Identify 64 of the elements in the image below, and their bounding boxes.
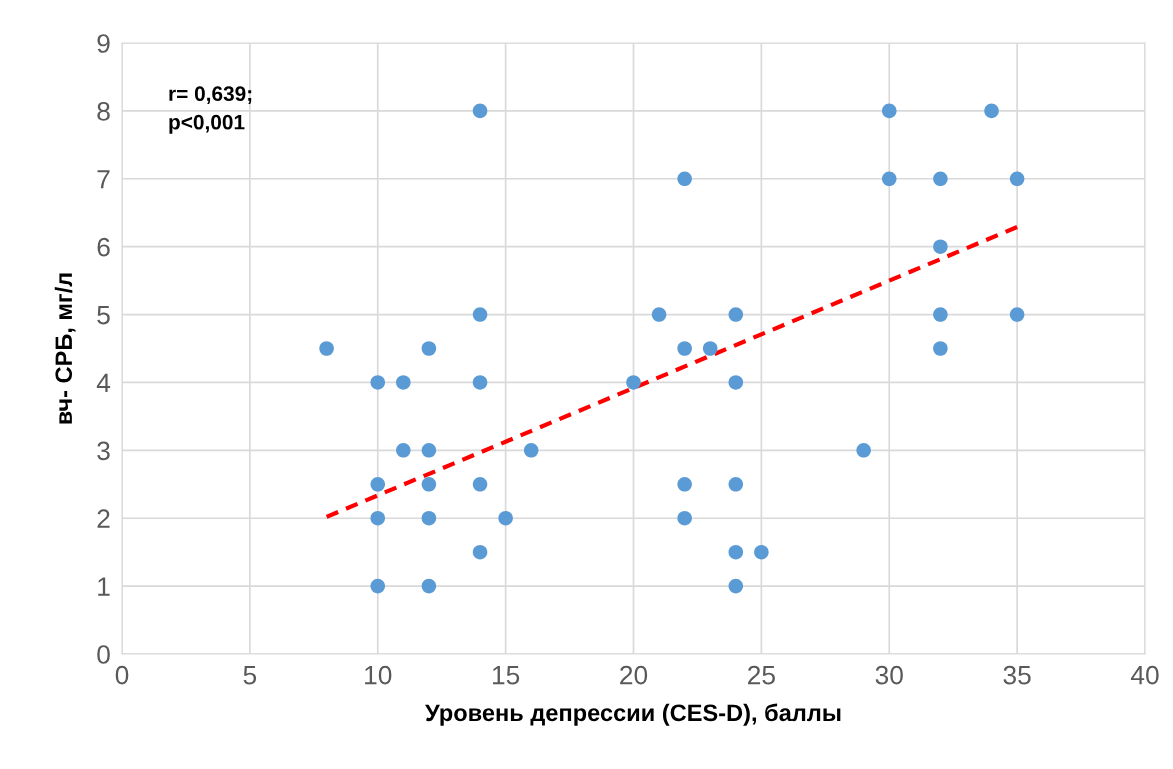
point	[933, 239, 948, 254]
point	[677, 341, 692, 356]
point	[319, 341, 334, 356]
point	[626, 375, 641, 390]
point	[677, 510, 692, 526]
point	[728, 544, 744, 560]
x-tick-label: 30	[875, 665, 903, 685]
x-tick-label: 25	[748, 665, 775, 685]
point	[702, 341, 718, 356]
y-tick-label: 0	[97, 645, 110, 664]
point	[728, 307, 744, 322]
point	[421, 578, 437, 594]
point	[856, 443, 871, 458]
point	[370, 476, 386, 492]
point	[728, 375, 744, 390]
point	[421, 443, 437, 458]
point	[881, 103, 897, 119]
point	[933, 307, 948, 322]
point	[677, 476, 692, 492]
point	[370, 510, 386, 526]
y-tick-label: 8	[97, 102, 110, 121]
point	[472, 103, 488, 119]
point	[472, 544, 488, 560]
point	[472, 307, 488, 322]
y-tick-label: 9	[97, 34, 110, 53]
point	[933, 341, 948, 356]
x-tick-label: 5	[243, 666, 257, 685]
y-tick-label: 5	[97, 305, 110, 325]
point	[498, 510, 513, 526]
point	[396, 375, 411, 390]
x-tick-label: 40	[1130, 665, 1159, 685]
point	[396, 443, 411, 458]
point	[523, 443, 539, 458]
y-axis-title: вч- СРБ, мг/л	[54, 273, 76, 424]
x-tick-label: 15	[492, 666, 520, 685]
point	[1009, 171, 1025, 187]
point	[728, 578, 744, 594]
point	[754, 544, 769, 560]
point	[370, 578, 386, 594]
point	[1009, 307, 1025, 322]
annotation: r= 0,639; p<0,001	[169, 86, 252, 134]
x-tick-label: 0	[115, 665, 129, 685]
x-tick-label: 20	[620, 665, 648, 685]
point	[421, 510, 437, 526]
y-tick-label: 7	[97, 170, 110, 189]
point	[881, 171, 897, 187]
y-tick-label: 6	[97, 237, 110, 257]
point	[933, 171, 948, 187]
point	[421, 341, 437, 356]
point	[984, 103, 999, 119]
point	[370, 375, 386, 390]
point	[651, 307, 667, 322]
point	[677, 171, 692, 187]
point	[421, 476, 437, 492]
point	[472, 375, 488, 390]
x-axis-title: Уровень депрессии (CES-D), баллы	[425, 703, 841, 726]
point	[472, 476, 488, 492]
y-tick-label: 4	[96, 373, 111, 393]
y-tick-label: 3	[97, 441, 110, 461]
y-tick-label: 2	[97, 509, 110, 528]
x-tick-label: 10	[365, 665, 392, 685]
point	[728, 476, 744, 492]
y-tick-label: 1	[98, 577, 110, 596]
x-tick-label: 35	[1003, 665, 1031, 685]
